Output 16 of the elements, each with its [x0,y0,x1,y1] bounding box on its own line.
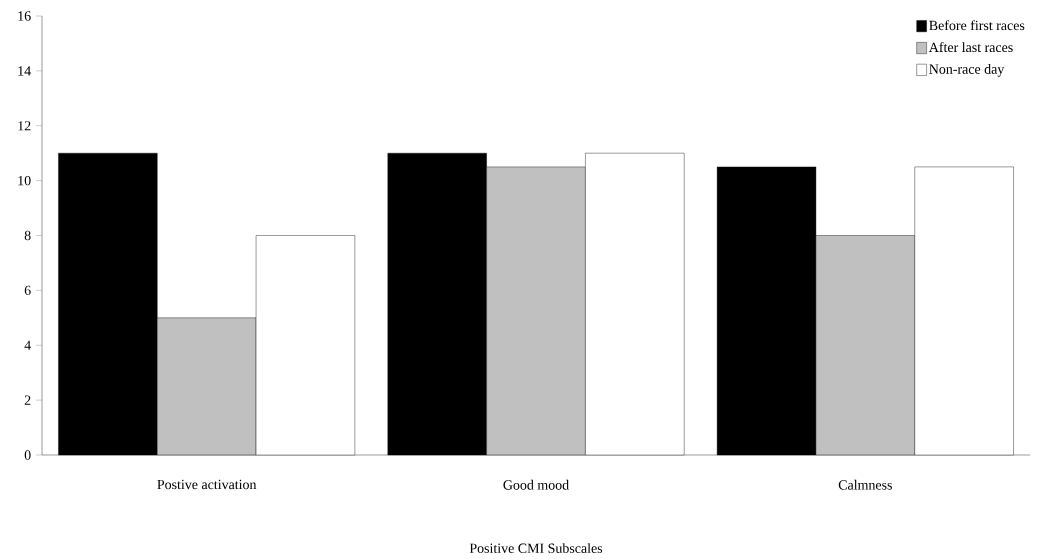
y-tick-label: 16 [18,11,31,21]
x-tick-label: Good mood [503,479,569,490]
legend-label: Before first races [929,20,1025,31]
y-tick-label: 10 [18,175,31,186]
y-tick-label: 12 [18,121,31,131]
y-tick-label: 6 [24,285,31,296]
x-tick-label: Calmness [838,479,892,490]
y-tick-label: 4 [24,340,31,350]
y-tick-label: 8 [24,230,31,241]
y-tick-label: 0 [24,450,31,460]
legend-label: After last races [928,42,1013,53]
legend-label: Non-race day [929,63,1005,77]
y-tick-label: 2 [24,395,31,405]
y-tick-label: 14 [18,66,31,76]
x-axis-title: Positive CMI Subscales [469,543,603,553]
x-tick-label: Postive activation [157,479,257,490]
